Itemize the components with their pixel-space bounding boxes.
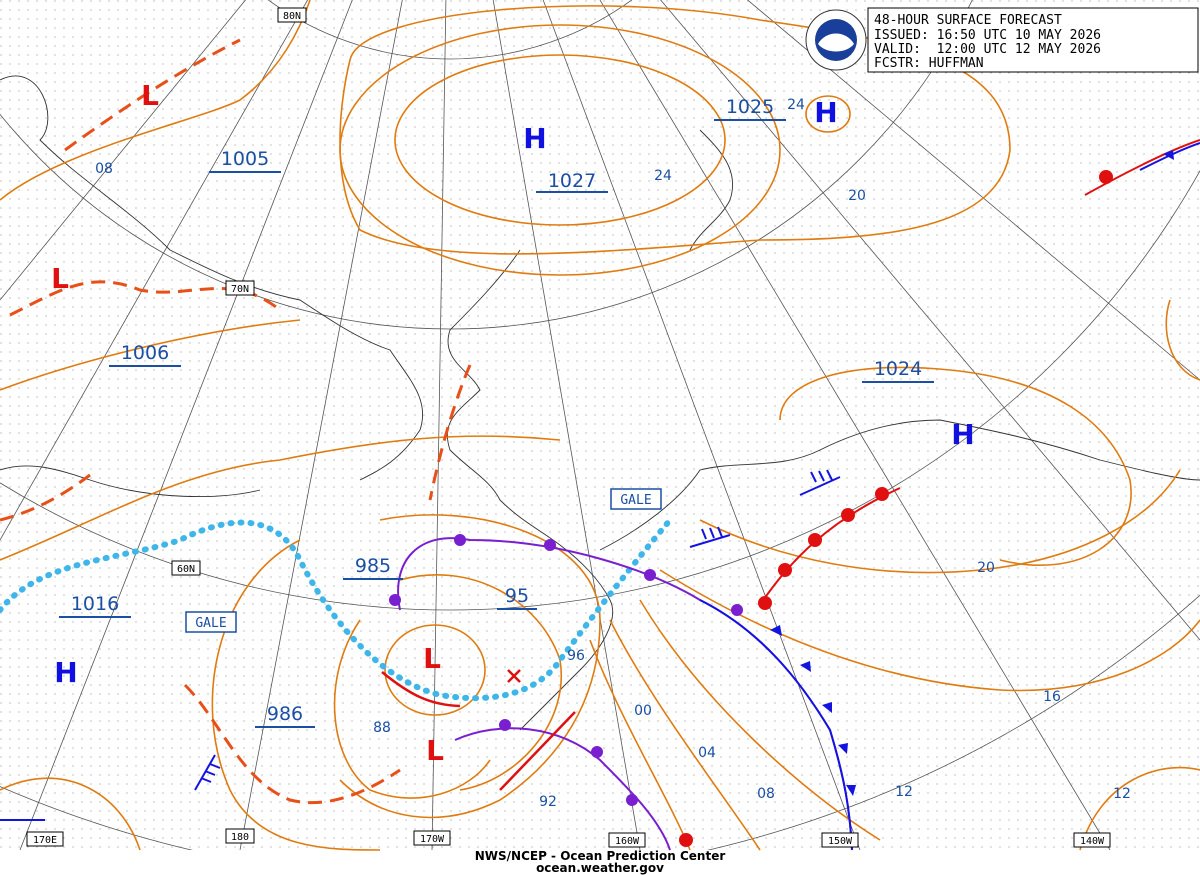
isobar-label: 92	[539, 794, 557, 810]
isobar-label: 20	[977, 560, 995, 576]
header-box	[867, 7, 1199, 73]
isobar-labels: 08 24 24 20 20 16 12 12 08 04 00 96 92 8…	[95, 97, 1131, 810]
isobar-label: 20	[848, 188, 866, 204]
isobar-label: 00	[634, 703, 652, 719]
high-center: H	[54, 656, 77, 689]
lon-label: 160W	[615, 836, 640, 847]
coastlines	[0, 75, 1200, 731]
pressure-label: 986	[267, 703, 303, 725]
pressure-label: 1016	[71, 593, 119, 615]
pressure-label: 1027	[548, 170, 596, 192]
pressure-label: 1024	[874, 358, 922, 380]
lon-label: 170E	[33, 835, 57, 846]
lon-label: 140W	[1080, 836, 1105, 847]
header-line: VALID: 12:00 UTC 12 MAY 2026	[874, 42, 1101, 57]
header-line: ISSUED: 16:50 UTC 10 MAY 2026	[874, 28, 1101, 43]
lon-label: 170W	[420, 834, 445, 845]
lat-label: 80N	[283, 11, 301, 22]
warnings: GALE GALE	[185, 488, 662, 633]
pressure-label: 1006	[121, 342, 169, 364]
gale-warning: GALE	[195, 616, 226, 631]
header-line: 48-HOUR SURFACE FORECAST	[874, 13, 1062, 28]
grid-labels: 80N 70N 60N 170E 180 170W 160W 150W 140W	[26, 7, 1111, 848]
isobar-label: 04	[698, 745, 716, 761]
footer-website: ocean.weather.gov	[536, 861, 664, 875]
isobars	[0, 0, 1200, 851]
isobar-label: 96	[567, 648, 585, 664]
lon-label: 150W	[828, 836, 853, 847]
lon-label: 180	[231, 832, 249, 843]
isobar-label: 12	[1113, 786, 1131, 802]
isobar-label: 24	[787, 97, 805, 113]
low-center: L	[51, 262, 69, 295]
pressure-label: 1025	[726, 96, 774, 118]
header-line: FCSTR: HUFFMAN	[874, 56, 984, 71]
footer-agency: NWS/NCEP - Ocean Prediction Center	[475, 849, 726, 863]
dot-grid	[0, 0, 1200, 850]
noaa-logo	[805, 9, 867, 71]
isobar-label: 12	[895, 784, 913, 800]
pressure-label: 95	[505, 585, 529, 607]
fronts	[0, 38, 1200, 851]
low-center: L	[141, 79, 159, 112]
isobar-label: 16	[1043, 689, 1061, 705]
pressure-centers: H H L L H H L L	[51, 79, 975, 767]
pressure-labels: 1027 1025 1005 1006 1024 1016 985 986 95	[59, 96, 934, 728]
isobar-label: 08	[95, 161, 113, 177]
high-center: H	[814, 96, 837, 129]
lat-label: 70N	[231, 284, 249, 295]
pressure-label: 985	[355, 555, 391, 577]
low-center: L	[426, 734, 444, 767]
high-center: H	[523, 122, 546, 155]
isobar-label: 08	[757, 786, 775, 802]
gale-warning: GALE	[620, 493, 651, 508]
high-center: H	[951, 418, 974, 451]
lat-label: 60N	[177, 564, 195, 575]
low-center: L	[423, 642, 441, 675]
isobar-label: 24	[654, 168, 672, 184]
pressure-label: 1005	[221, 148, 269, 170]
isobar-label: 88	[373, 720, 391, 736]
